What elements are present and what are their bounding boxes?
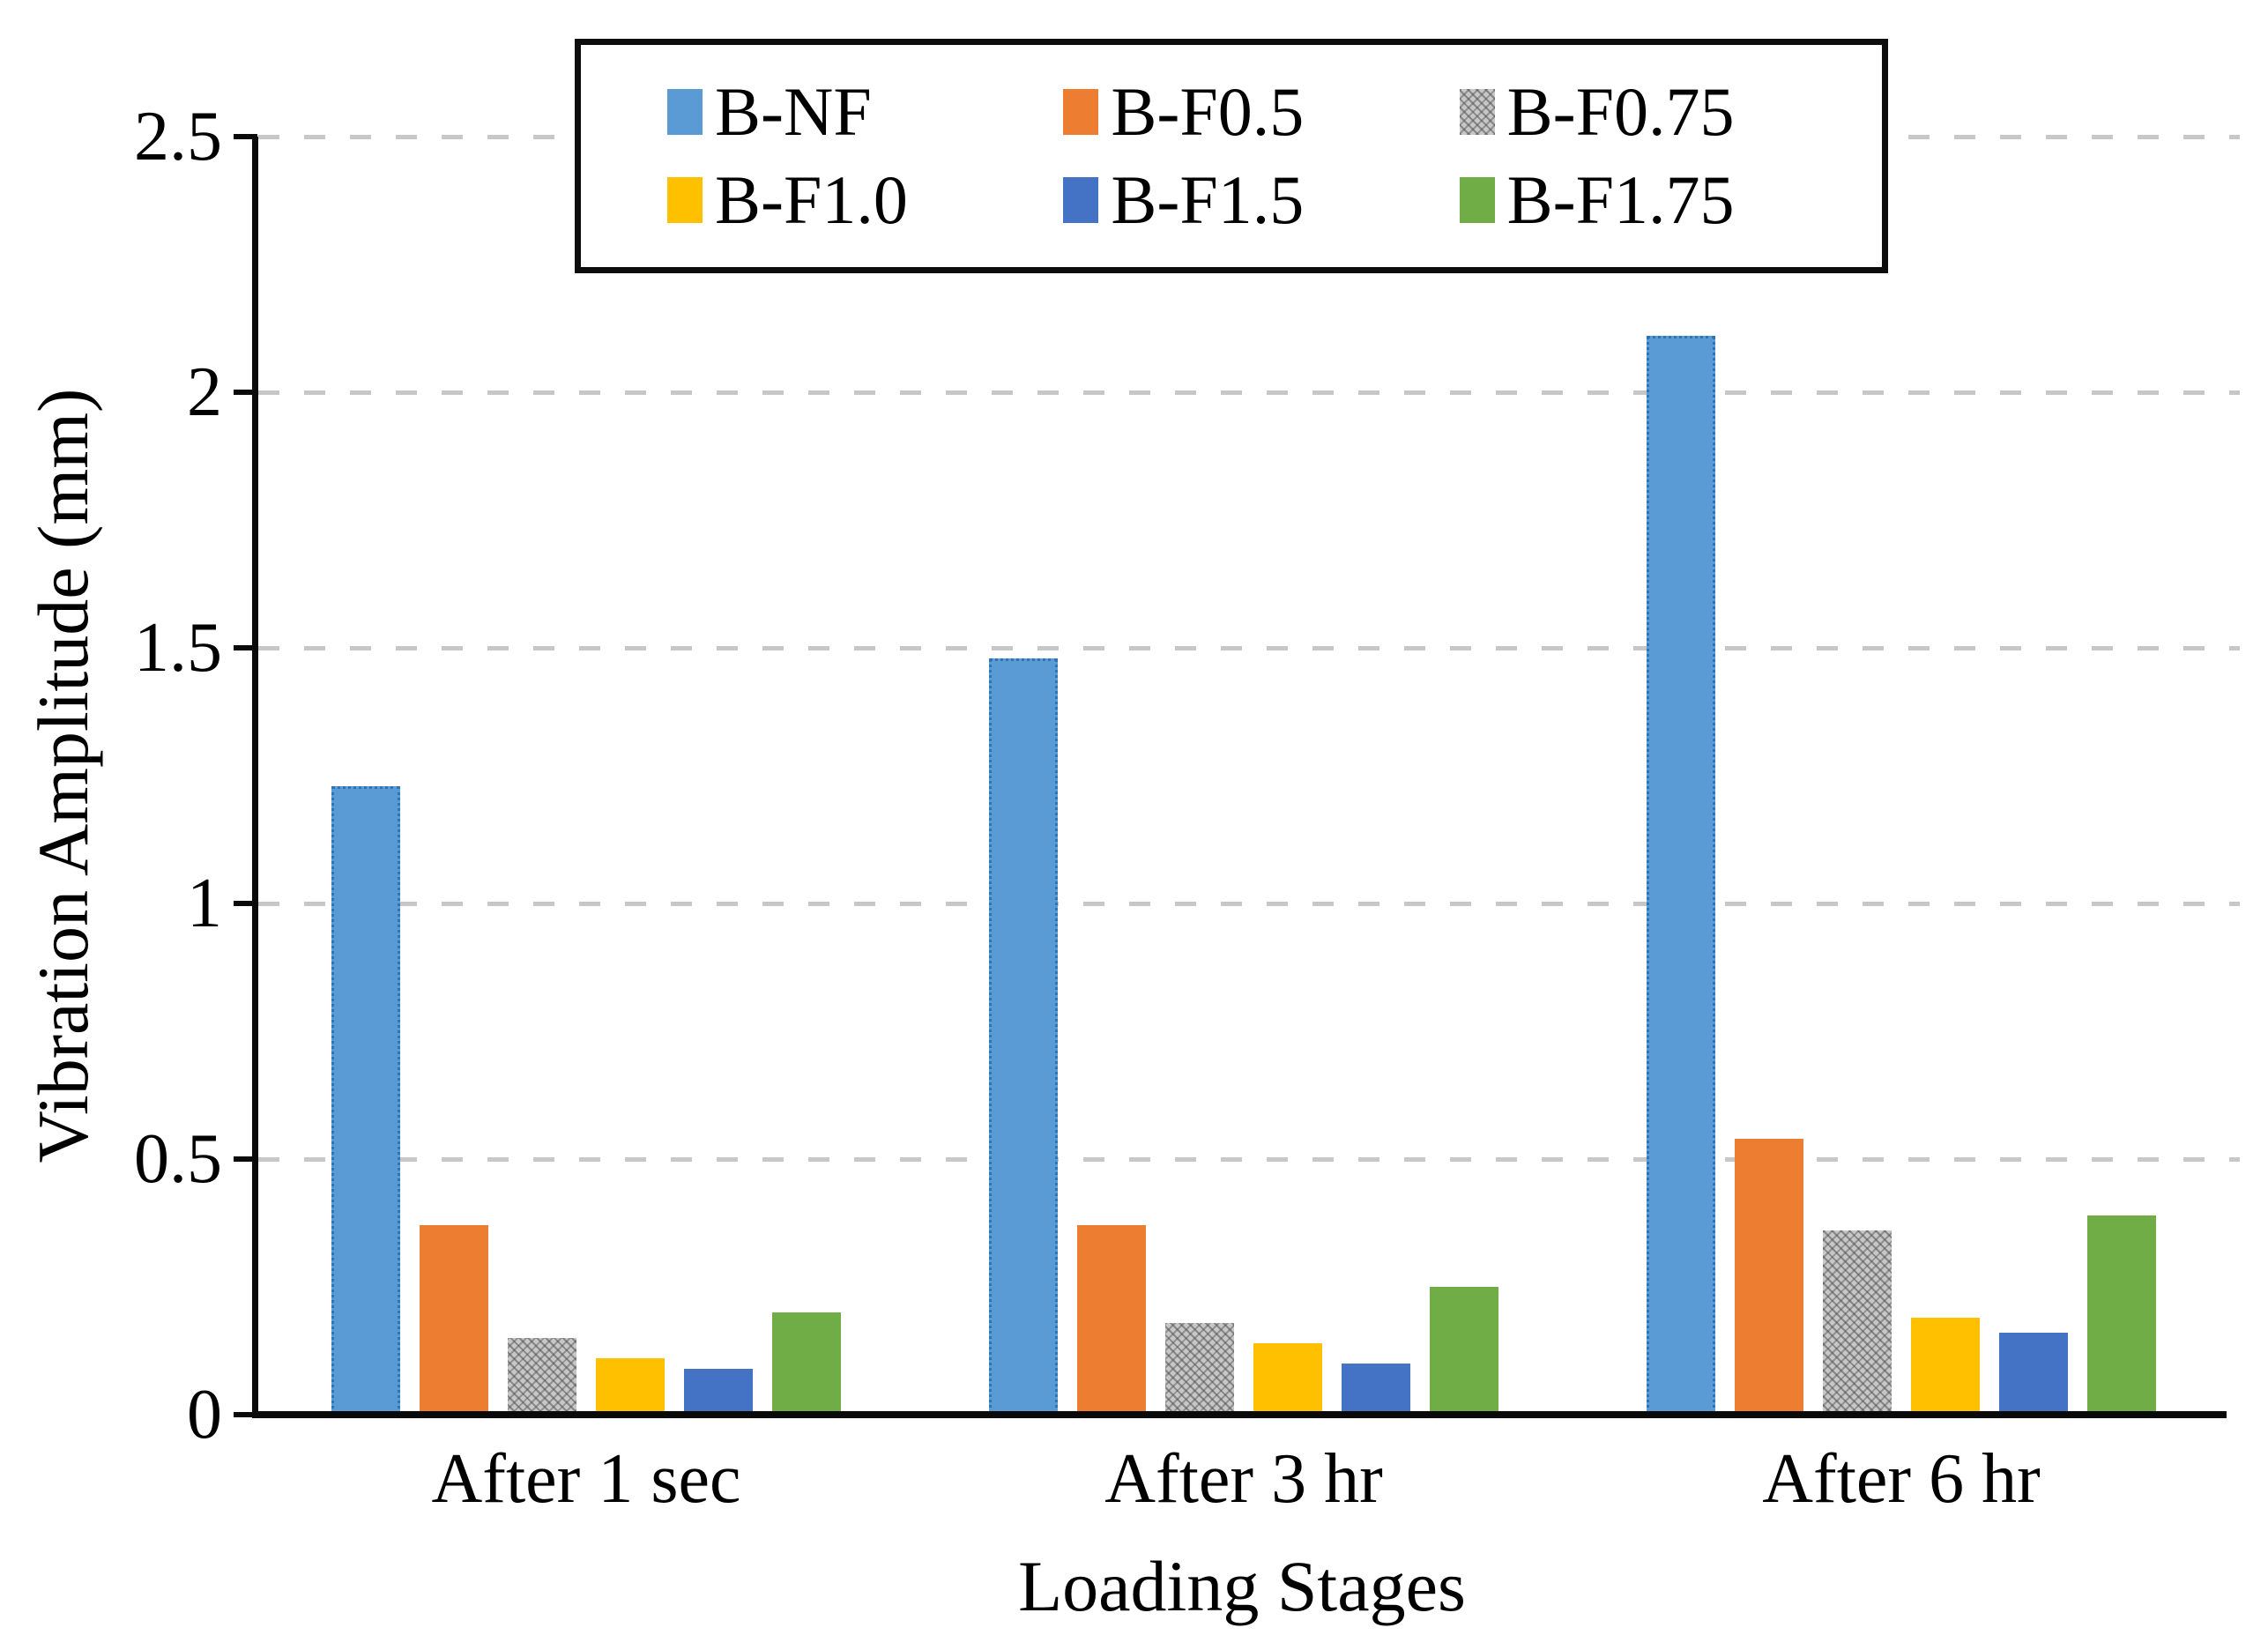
bar-B-NF-After-1-sec (331, 786, 400, 1415)
y-tick-label: 2 (187, 353, 222, 431)
legend-swatch-B-F0.5 (1063, 89, 1099, 135)
bar-B-F1.5-After-6-hr (1999, 1333, 2068, 1415)
x-axis-line (252, 1411, 2227, 1418)
bar-B-F0.5-After-3-hr (1077, 1225, 1146, 1415)
legend-label: B-F1.75 (1506, 161, 1735, 238)
y-axis-title: Vibration Amplitude (mm) (23, 388, 103, 1163)
legend-item-B-F0.5: B-F0.5 (1063, 76, 1459, 148)
legend-item-B-F1.5: B-F1.5 (1063, 164, 1459, 236)
y-tick-label: 0.5 (134, 1120, 222, 1198)
y-tick-label: 2.5 (134, 98, 222, 175)
legend-swatch-B-F0.75 (1459, 89, 1495, 135)
legend-swatch-B-F1.0 (667, 177, 703, 223)
bar-B-F1.0-After-3-hr (1253, 1343, 1322, 1415)
legend-box: B-NF B-F0.5 B-F0.75 B-F1.0 B-F1.5 B-F1.75 (575, 39, 1888, 273)
legend-label: B-F1.5 (1111, 161, 1305, 238)
y-axis-line (252, 137, 258, 1417)
gridline (258, 646, 2240, 650)
bar-B-F0.75-After-3-hr (1165, 1323, 1234, 1415)
bar-B-F1.0-After-6-hr (1911, 1318, 1980, 1415)
x-axis-title: Loading Stages (1018, 1546, 1466, 1626)
y-axis-tick (234, 390, 257, 395)
y-tick-label: 1.5 (134, 609, 222, 687)
x-tick-label-After-1-sec: After 1 sec (431, 1440, 741, 1518)
y-tick-label: 0 (187, 1376, 222, 1453)
gridline (258, 1157, 2240, 1162)
legend-label: B-F0.75 (1506, 73, 1735, 150)
bar-B-F1.75-After-6-hr (2087, 1215, 2156, 1415)
legend-item-B-F1.0: B-F1.0 (667, 164, 1063, 236)
y-axis-tick (234, 645, 257, 650)
legend-label: B-F0.5 (1111, 73, 1305, 150)
bar-B-F1.75-After-1-sec (772, 1312, 841, 1415)
legend-swatch-B-F1.5 (1063, 177, 1099, 223)
bar-B-F0.5-After-1-sec (420, 1225, 488, 1415)
bar-B-F0.75-After-1-sec (508, 1338, 576, 1415)
y-axis-tick (234, 1412, 257, 1417)
y-tick-label: 1 (187, 865, 222, 942)
x-tick-label-After-6-hr: After 6 hr (1762, 1440, 2041, 1518)
y-axis-tick (234, 134, 257, 139)
bar-B-F1.75-After-3-hr (1430, 1287, 1498, 1415)
x-tick-label-After-3-hr: After 3 hr (1104, 1440, 1383, 1518)
y-axis-tick (234, 901, 257, 906)
bar-B-F0.75-After-6-hr (1823, 1230, 1892, 1415)
legend-swatch-B-NF (667, 89, 703, 135)
bar-B-NF-After-6-hr (1647, 336, 1715, 1415)
gridline (258, 390, 2240, 395)
legend-swatch-B-F1.75 (1459, 177, 1495, 223)
bar-B-F1.5-After-1-sec (684, 1369, 753, 1415)
gridline (258, 902, 2240, 906)
y-axis-tick (234, 1156, 257, 1162)
legend-label: B-NF (715, 73, 872, 150)
legend-label: B-F1.0 (715, 161, 908, 238)
bar-B-NF-After-3-hr (989, 658, 1058, 1415)
bar-B-F1.5-After-3-hr (1342, 1364, 1410, 1415)
legend-item-B-F0.75: B-F0.75 (1459, 73, 1855, 150)
bar-B-F1.0-After-1-sec (596, 1358, 665, 1415)
bar-B-F0.5-After-6-hr (1735, 1139, 1803, 1415)
legend-item-B-F1.75: B-F1.75 (1459, 161, 1855, 238)
legend-item-B-NF: B-NF (667, 76, 1063, 148)
